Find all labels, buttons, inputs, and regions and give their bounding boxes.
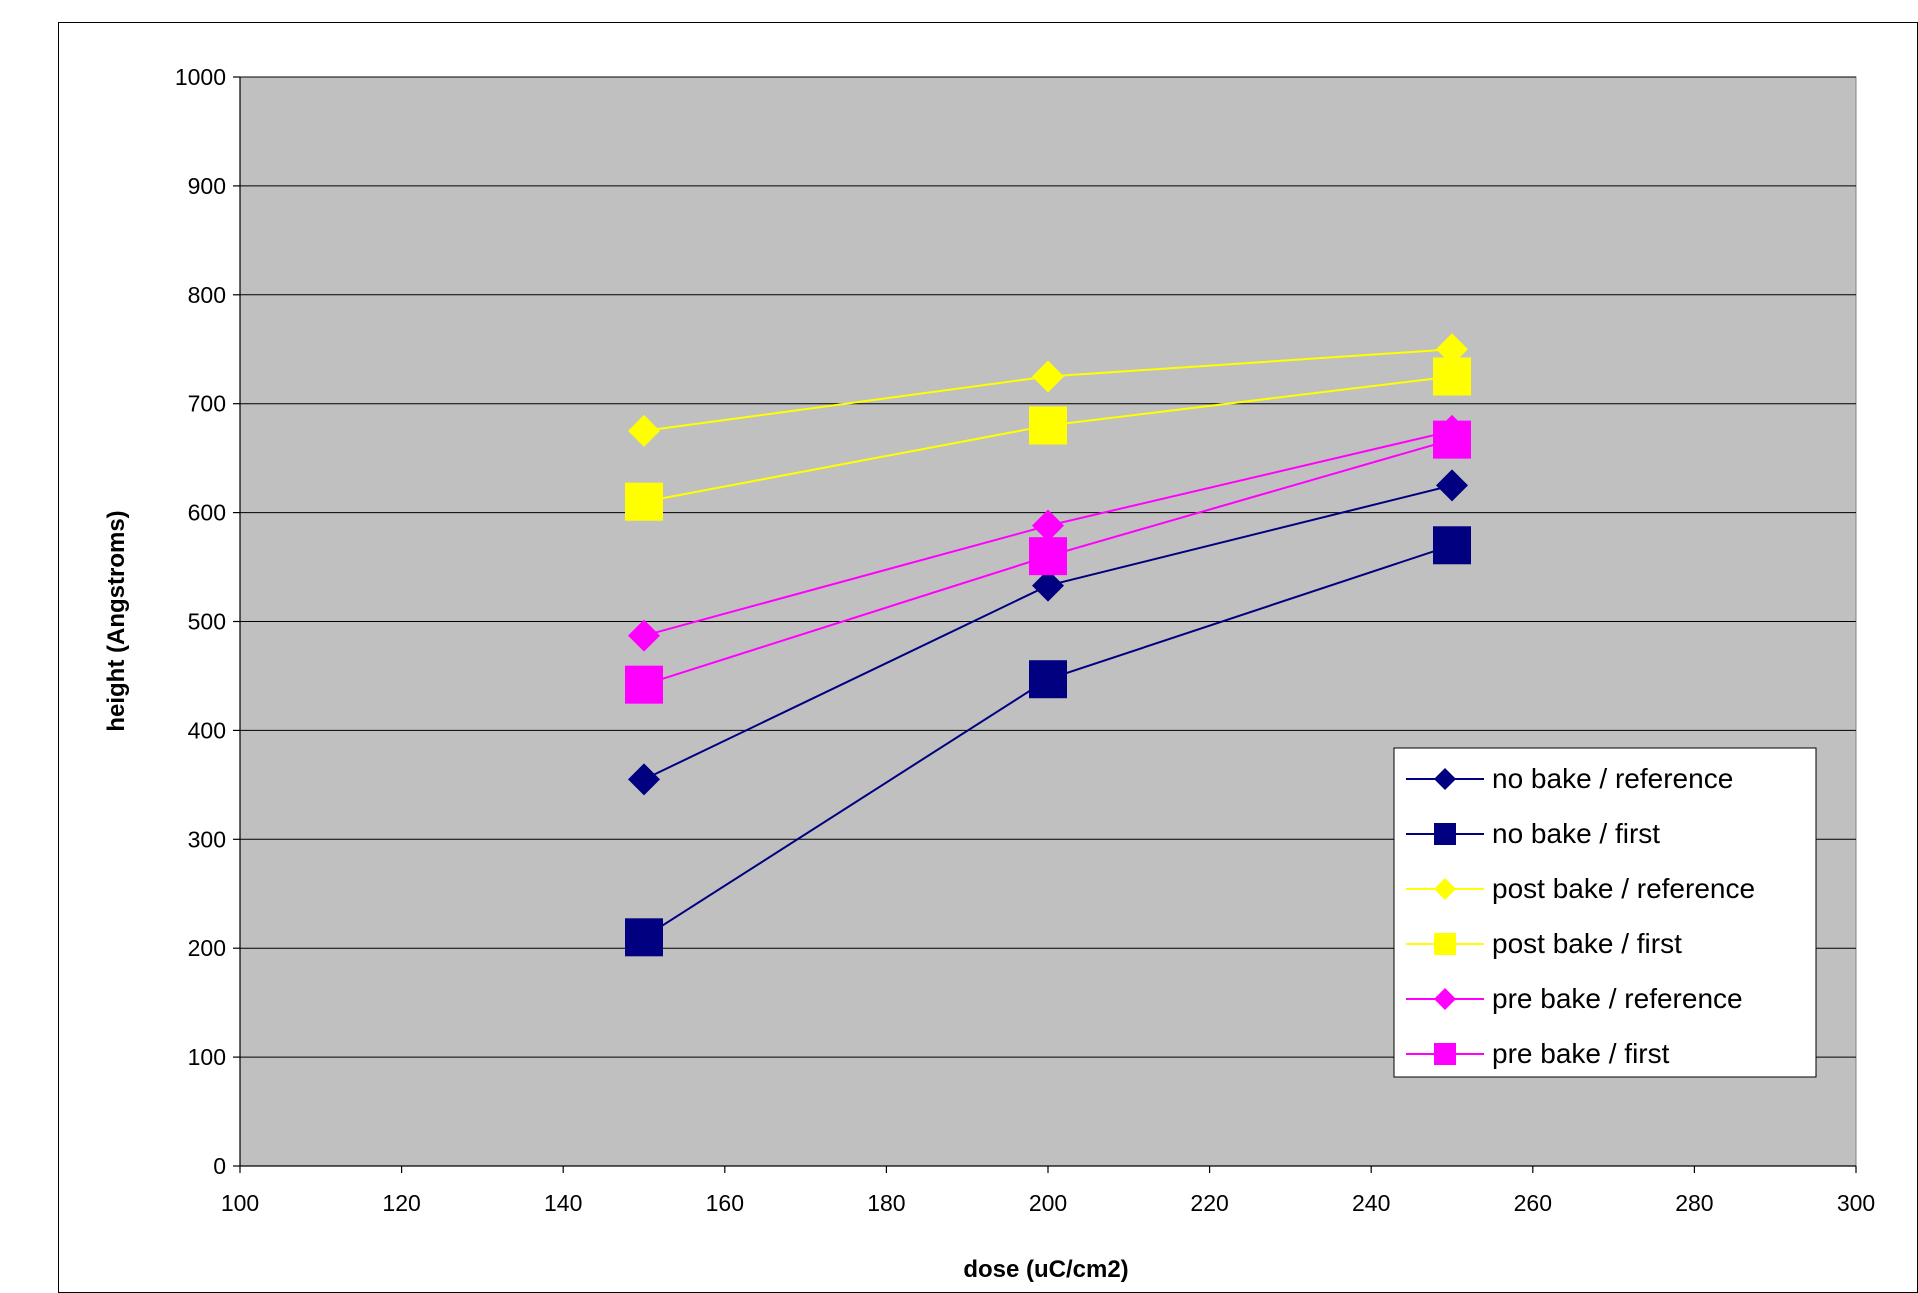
legend-item: pre bake / reference bbox=[1406, 983, 1743, 1014]
legend-marker bbox=[1434, 1043, 1456, 1065]
x-ticks: 100 120 140 160 180 200 220 240 260 280 300 bbox=[221, 1166, 1875, 1216]
legend-label: pre bake / reference bbox=[1492, 983, 1743, 1014]
x-tick-label: 120 bbox=[382, 1190, 420, 1216]
x-tick-label: 280 bbox=[1675, 1190, 1713, 1216]
series-group bbox=[625, 357, 1471, 521]
y-tick-label: 200 bbox=[188, 935, 226, 961]
series-group bbox=[628, 469, 1468, 796]
y-tick-label: 900 bbox=[188, 173, 226, 199]
y-tick-label: 600 bbox=[188, 500, 226, 526]
x-tick-label: 100 bbox=[221, 1190, 259, 1216]
data-point bbox=[1433, 357, 1471, 396]
legend-item: pre bake / first bbox=[1406, 1038, 1670, 1069]
legend-items: no bake / reference no bake / first post b… bbox=[1406, 763, 1755, 1069]
data-point bbox=[628, 763, 660, 796]
x-tick-label: 200 bbox=[1029, 1190, 1067, 1216]
y-ticks: 0 100 200 300 400 500 600 700 800 900 1000 bbox=[175, 64, 240, 1179]
data-point bbox=[625, 665, 663, 704]
x-tick-label: 220 bbox=[1190, 1190, 1228, 1216]
x-tick-label: 240 bbox=[1352, 1190, 1390, 1216]
x-tick-label: 260 bbox=[1514, 1190, 1552, 1216]
data-point bbox=[1032, 509, 1064, 542]
data-point bbox=[1433, 420, 1471, 459]
data-point bbox=[628, 414, 660, 447]
data-point bbox=[1029, 537, 1067, 576]
y-axis-title: height (Angstroms) bbox=[103, 510, 130, 731]
y-tick-label: 0 bbox=[213, 1153, 226, 1179]
data-point bbox=[628, 619, 660, 652]
legend: no bake / reference no bake / first post b… bbox=[1393, 747, 1817, 1078]
data-point bbox=[1436, 333, 1468, 366]
legend-marker bbox=[1434, 878, 1456, 900]
y-tick-label: 700 bbox=[188, 391, 226, 417]
legend-label: post bake / first bbox=[1492, 928, 1682, 959]
series-group bbox=[628, 333, 1468, 447]
series-group bbox=[625, 526, 1471, 957]
legend-marker bbox=[1434, 768, 1456, 790]
y-tick-label: 300 bbox=[188, 826, 226, 852]
data-point bbox=[1032, 569, 1064, 602]
data-point bbox=[1032, 360, 1064, 393]
y-tick-label: 1000 bbox=[175, 64, 226, 90]
x-tick-label: 140 bbox=[544, 1190, 582, 1216]
legend-marker bbox=[1434, 933, 1456, 955]
legend-label: post bake / reference bbox=[1492, 873, 1755, 904]
legend-marker bbox=[1434, 823, 1456, 845]
data-point bbox=[1433, 526, 1471, 565]
x-tick-label: 180 bbox=[867, 1190, 905, 1216]
data-point bbox=[1029, 406, 1067, 445]
y-tick-label: 100 bbox=[188, 1044, 226, 1070]
legend-label: no bake / first bbox=[1492, 818, 1660, 849]
legend-item: no bake / first bbox=[1406, 818, 1660, 849]
data-point bbox=[1436, 469, 1468, 502]
series bbox=[625, 333, 1471, 957]
legend-label: pre bake / first bbox=[1492, 1038, 1670, 1069]
legend-item: post bake / first bbox=[1406, 928, 1682, 959]
y-tick-label: 400 bbox=[188, 717, 226, 743]
legend-marker bbox=[1434, 988, 1456, 1010]
data-point bbox=[1029, 660, 1067, 699]
legend-box bbox=[1393, 747, 1817, 1078]
data-point bbox=[625, 918, 663, 957]
gridlines bbox=[240, 76, 1856, 1058]
data-point bbox=[625, 482, 663, 521]
legend-label: no bake / reference bbox=[1492, 763, 1733, 794]
y-tick-label: 500 bbox=[188, 609, 226, 635]
x-tick-label: 160 bbox=[706, 1190, 744, 1216]
x-tick-label: 300 bbox=[1837, 1190, 1875, 1216]
series-group bbox=[625, 420, 1471, 704]
x-axis-title: dose (uC/cm2) bbox=[963, 1256, 1128, 1283]
y-tick-label: 800 bbox=[188, 282, 226, 308]
legend-item: no bake / reference bbox=[1406, 763, 1733, 794]
legend-item: post bake / reference bbox=[1406, 873, 1755, 904]
